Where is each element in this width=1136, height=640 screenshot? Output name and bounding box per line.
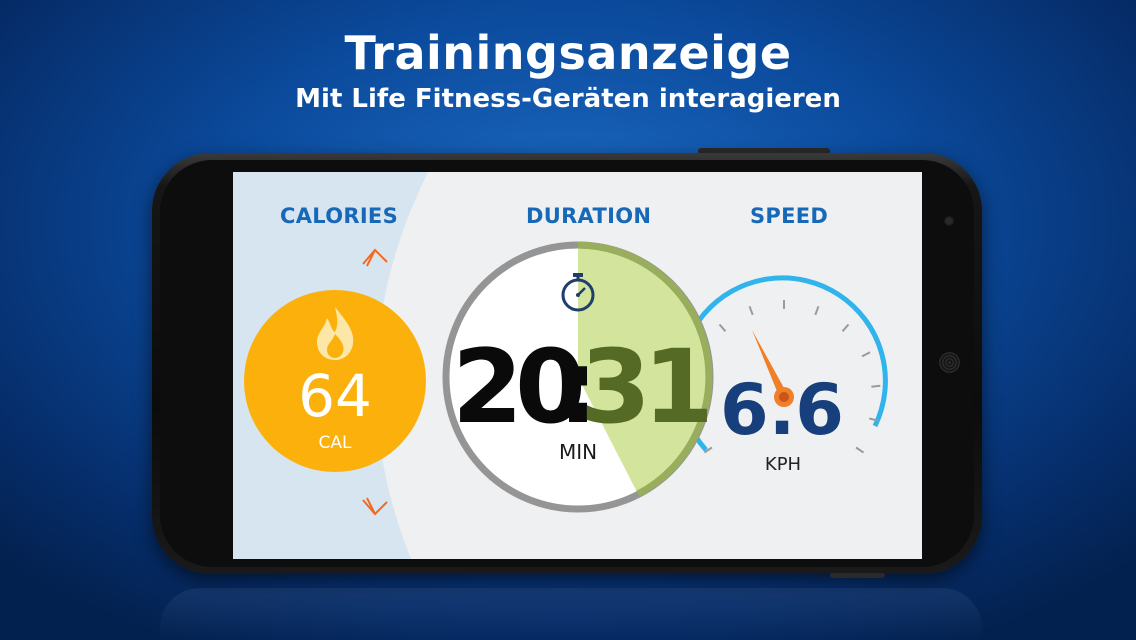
front-camera	[944, 216, 954, 226]
calories-unit: CAL	[319, 433, 352, 453]
headline: Trainingsanzeige	[344, 26, 792, 80]
dashboard-graphics: 64 CAL 6.6 KPH 20 : 31 MIN	[233, 172, 888, 559]
duration-dial	[442, 241, 714, 513]
speed-gauge-tick	[855, 446, 865, 454]
speed-gauge-ticks	[687, 300, 881, 454]
calories-label: CALORIES	[280, 204, 399, 228]
app-screen: 64 CAL 6.6 KPH 20 : 31 MIN	[233, 172, 922, 559]
speaker-grille	[939, 352, 960, 373]
speed-gauge-tick	[718, 323, 727, 332]
speed-needle	[752, 330, 789, 401]
speed-gauge-tick	[703, 446, 713, 454]
subheadline: Mit Life Fitness-Geräten interagieren	[295, 84, 841, 114]
duration-seconds: 31	[580, 328, 707, 447]
duration-progress-rim	[577, 241, 713, 498]
duration-separator: :	[558, 328, 599, 447]
calories-value: 64	[298, 362, 372, 430]
speed-gauge-tick	[841, 323, 850, 332]
speed-label: SPEED	[750, 204, 829, 228]
arrow-down-stem-icon	[366, 497, 376, 515]
duration-label: DURATION	[526, 204, 652, 228]
speed-gauge-tick	[871, 384, 881, 388]
power-button	[698, 148, 830, 155]
duration-unit: MIN	[559, 440, 597, 464]
volume-button	[830, 573, 885, 578]
duration-progress	[578, 245, 709, 494]
speed-gauge-tick	[869, 417, 879, 422]
speed-unit: KPH	[765, 454, 801, 475]
speed-gauge-tick	[814, 305, 820, 316]
speed-value: 6.6	[720, 369, 844, 451]
calories-circle	[244, 290, 426, 472]
speed-gauge-tick	[748, 305, 754, 316]
phone-reflection	[160, 588, 982, 640]
arrow-up-stem-icon	[366, 249, 376, 267]
flame-icon	[317, 307, 354, 360]
speed-gauge-tick	[861, 351, 871, 358]
stopwatch-icon	[561, 273, 595, 312]
duration-minutes: 20	[452, 328, 582, 447]
